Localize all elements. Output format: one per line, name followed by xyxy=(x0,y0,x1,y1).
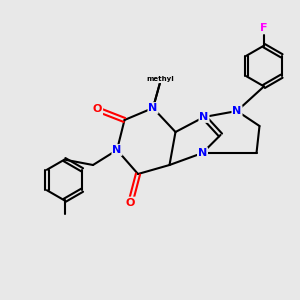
Text: F: F xyxy=(260,23,268,33)
Text: N: N xyxy=(200,112,208,122)
Text: N: N xyxy=(198,148,207,158)
Text: N: N xyxy=(112,145,122,155)
Text: O: O xyxy=(93,104,102,115)
Text: N: N xyxy=(148,103,158,113)
Text: methyl: methyl xyxy=(147,76,174,82)
Text: O: O xyxy=(126,197,135,208)
Text: N: N xyxy=(232,106,242,116)
